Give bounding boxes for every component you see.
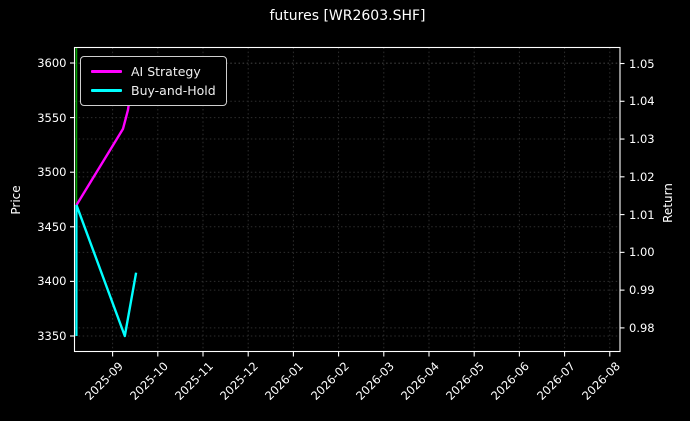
ai-strategy-line-swatch — [91, 70, 122, 73]
return-tick-label: 1.03 — [629, 132, 655, 147]
price-tick-label: 3600 — [37, 56, 67, 70]
return-tick-label: 1.00 — [629, 245, 655, 260]
price-tick-label: 3500 — [37, 165, 67, 180]
legend-label-ai-strategy: AI Strategy — [131, 64, 201, 79]
legend-label-buy-and-hold: Buy-and-Hold — [131, 83, 216, 98]
y-axis-label-price: Price — [9, 185, 23, 215]
buy-and-hold-line-swatch — [91, 89, 122, 92]
price-tick-label: 3450 — [37, 219, 67, 234]
legend: AI Strategy Buy-and-Hold — [80, 56, 227, 106]
return-tick-label: 0.98 — [629, 320, 655, 335]
return-tick-label: 0.99 — [629, 283, 655, 298]
price-tick-label: 3400 — [37, 274, 67, 289]
return-tick-label: 1.02 — [629, 169, 655, 184]
price-tick-label: 3350 — [37, 328, 67, 343]
return-tick-label: 1.05 — [629, 56, 655, 71]
series-line-ai-strategy — [75, 93, 132, 206]
chart-title: futures [WR2603.SHF] — [269, 8, 426, 24]
price-tick-label: 3550 — [37, 110, 67, 125]
legend-item-ai-strategy: AI Strategy — [91, 62, 216, 81]
series-line-buy-and-hold — [75, 204, 138, 338]
legend-item-buy-and-hold: Buy-and-Hold — [91, 81, 216, 100]
plot-border — [73, 46, 621, 353]
return-tick-label: 1.04 — [629, 94, 655, 109]
return-tick-label: 1.01 — [629, 207, 655, 222]
